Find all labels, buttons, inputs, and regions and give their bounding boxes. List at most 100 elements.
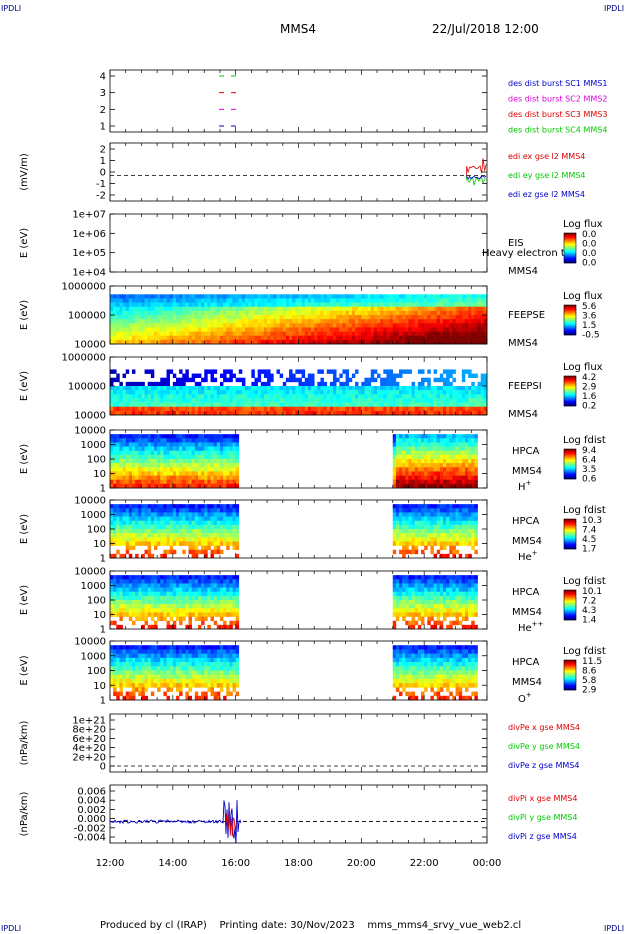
spectrogram-cell <box>128 479 133 485</box>
spectrogram-cell <box>110 529 114 534</box>
spectrogram-cell <box>182 520 186 526</box>
spectrogram-cell <box>138 410 142 416</box>
spectrogram-cell <box>474 406 478 412</box>
spectrogram-cell <box>207 467 211 472</box>
spectrogram-cell <box>241 394 246 399</box>
spectrogram-cell <box>483 373 488 379</box>
spectrogram-cell <box>166 454 170 460</box>
spectrogram-cell <box>402 475 406 481</box>
spectrogram-cell <box>392 533 397 538</box>
spectrogram-cell <box>185 339 189 345</box>
spectrogram-cell <box>405 446 409 452</box>
instrument-label: HPCA <box>512 446 540 457</box>
spectrogram-cell <box>270 315 274 320</box>
spectrogram-cell <box>260 310 265 316</box>
spectrogram-cell <box>128 406 133 412</box>
spectrogram-cell <box>273 327 277 332</box>
spectrogram-cell <box>301 335 306 341</box>
spectrogram-cell <box>443 442 447 447</box>
spectrogram-cell <box>179 504 183 509</box>
spectrogram-cell <box>345 369 350 374</box>
spectrogram-cell <box>452 529 456 534</box>
spectrogram-cell <box>135 446 139 452</box>
spectrogram-cell <box>157 541 161 546</box>
spectrogram-cell <box>147 339 152 345</box>
spectrogram-cell <box>175 541 180 546</box>
spectrogram-cell <box>153 471 158 476</box>
y-tick-label: 4 <box>100 72 106 83</box>
spectrogram-cell <box>172 398 177 403</box>
spectrogram-cell <box>197 446 202 452</box>
spectrogram-cell <box>238 406 243 412</box>
spectrogram-cell <box>113 319 117 324</box>
spectrogram-cell <box>452 377 456 383</box>
colorbar-segment <box>564 520 576 522</box>
spectrogram-cell <box>402 315 406 320</box>
spectrogram-cell <box>455 520 460 526</box>
spectrogram-cell <box>128 475 133 481</box>
spectrogram-cell <box>461 373 466 379</box>
spectrogram-cell <box>465 434 469 439</box>
spectrogram-cell <box>194 454 199 460</box>
spectrogram-cell <box>471 533 475 538</box>
spectrogram-cell <box>439 459 444 464</box>
spectrogram-cell <box>380 402 384 408</box>
spectrogram-cell <box>113 327 117 332</box>
spectrogram-cell <box>408 327 412 332</box>
spectrogram-cell <box>317 319 321 324</box>
spectrogram-cell <box>304 335 309 341</box>
spectrogram-cell <box>248 394 252 399</box>
spectrogram-cell <box>370 410 375 416</box>
spectrogram-cell <box>301 398 306 403</box>
spectrogram-cell <box>421 319 425 324</box>
colorbar-segment <box>564 241 576 243</box>
spectrogram-cell <box>157 508 161 513</box>
spectrogram-cell <box>317 335 321 341</box>
spectrogram-cell <box>113 579 117 584</box>
colorbar-segment <box>564 392 576 394</box>
colorbar-segment <box>564 473 576 475</box>
spectrogram-cell <box>468 467 472 472</box>
spectrogram-cell <box>213 331 218 337</box>
spectrogram-cell <box>267 394 271 399</box>
spectrogram-cell <box>150 327 155 332</box>
spectrogram-cell <box>116 467 120 472</box>
spectrogram-cell <box>430 483 434 489</box>
spectrogram-cell <box>235 331 240 337</box>
spectrogram-cell <box>138 450 142 456</box>
spectrogram-cell <box>446 390 450 395</box>
spectrogram-cell <box>345 339 350 345</box>
spectrogram-cell <box>194 483 199 489</box>
spectrogram-cell <box>175 533 180 538</box>
spectrogram-cell <box>471 386 475 391</box>
spectrogram-cell <box>329 369 334 374</box>
spectrogram-cell <box>446 508 450 513</box>
spectrogram-cell <box>471 475 475 481</box>
spectrogram-cell <box>323 306 328 312</box>
spectrogram-cell <box>191 373 196 379</box>
spectrogram-cell <box>141 512 145 517</box>
panel-frame <box>109 142 488 202</box>
spectrogram-cell <box>267 335 271 341</box>
spectrogram-cell <box>172 516 177 522</box>
spectrogram-cell <box>377 373 381 379</box>
spectrogram-cell <box>433 315 438 320</box>
spectrogram-cell <box>119 520 123 526</box>
spectrogram-cell <box>163 323 167 328</box>
spectrogram-cell <box>188 339 192 345</box>
spectrogram-cell <box>153 475 158 481</box>
spectrogram-cell <box>417 529 422 534</box>
overlay-text: Heavy electron to <box>482 248 571 259</box>
colorbar-segment <box>564 460 576 462</box>
spectrogram-cell <box>185 524 189 530</box>
spectrogram-cell <box>232 315 236 320</box>
spectrogram-cell <box>260 331 265 337</box>
spectrogram-cell <box>201 310 205 316</box>
spectrogram-cell <box>204 294 208 299</box>
spectrogram-cell <box>446 373 450 379</box>
spectrogram-cell <box>455 310 460 316</box>
spectrogram-cell <box>119 327 123 332</box>
spectrogram-cell <box>251 390 255 395</box>
spectrogram-cell <box>204 335 208 341</box>
spectrogram-cell <box>336 335 340 341</box>
